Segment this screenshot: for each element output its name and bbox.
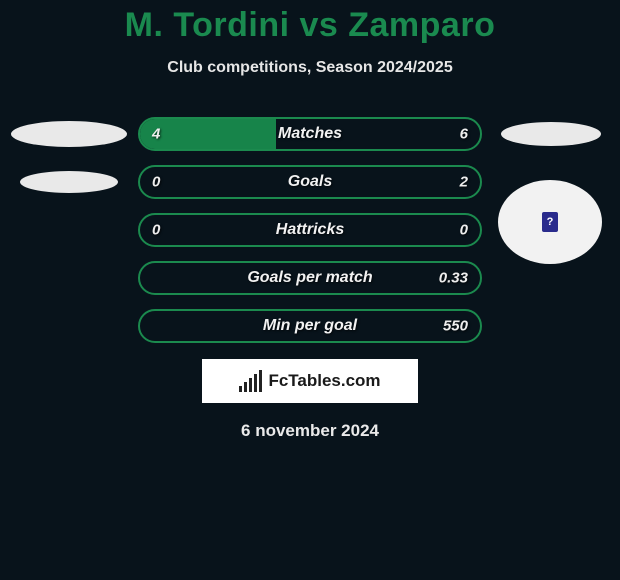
bar-fill-left xyxy=(140,119,276,149)
stat-label: Goals per match xyxy=(247,269,372,287)
bars-icon xyxy=(239,370,262,392)
stat-bar: 4 6 Matches xyxy=(138,117,482,151)
stat-value-left: 0 xyxy=(152,174,160,191)
stat-value-right: 0.33 xyxy=(439,270,468,287)
team-avatar-left xyxy=(20,171,118,193)
question-icon xyxy=(542,212,558,232)
stat-value-left: 4 xyxy=(152,126,160,143)
stat-bar: 0 2 Goals xyxy=(138,165,482,199)
stat-label: Goals xyxy=(288,173,332,191)
stat-row: 0.33 Goals per match xyxy=(0,261,620,295)
page-title: M. Tordini vs Zamparo xyxy=(0,6,620,45)
right-avatar-col xyxy=(482,122,620,146)
left-avatar-col xyxy=(0,171,138,193)
stat-bar: 0.33 Goals per match xyxy=(138,261,482,295)
brand-badge[interactable]: FcTables.com xyxy=(202,359,418,403)
stat-value-left: 0 xyxy=(152,222,160,239)
player-avatar-left xyxy=(11,121,127,147)
player-avatar-right xyxy=(501,122,601,146)
stat-value-right: 550 xyxy=(443,318,468,335)
stat-value-right: 6 xyxy=(460,126,468,143)
stat-bar: 0 0 Hattricks xyxy=(138,213,482,247)
left-avatar-col xyxy=(0,121,138,147)
page-subtitle: Club competitions, Season 2024/2025 xyxy=(0,59,620,77)
date-label: 6 november 2024 xyxy=(0,421,620,441)
stat-row: 4 6 Matches xyxy=(0,117,620,151)
stat-value-right: 0 xyxy=(460,222,468,239)
stat-bar: 550 Min per goal xyxy=(138,309,482,343)
stat-label: Matches xyxy=(278,125,342,143)
brand-text: FcTables.com xyxy=(268,371,380,391)
stat-label: Hattricks xyxy=(276,221,344,239)
stat-value-right: 2 xyxy=(460,174,468,191)
stat-label: Min per goal xyxy=(263,317,357,335)
info-card[interactable] xyxy=(498,180,602,264)
stat-row: 550 Min per goal xyxy=(0,309,620,343)
